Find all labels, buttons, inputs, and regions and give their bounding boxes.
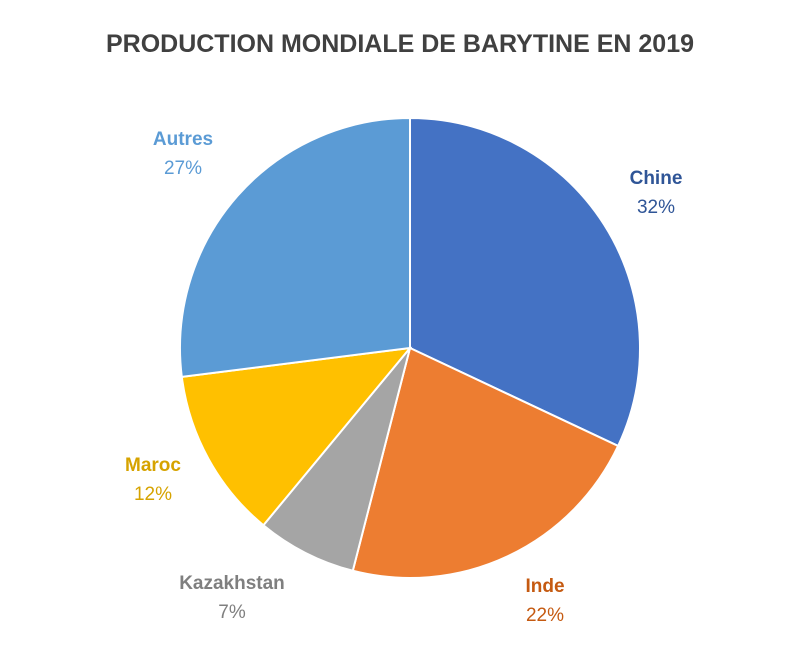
pie-slice-autres (179, 116, 411, 378)
slice-label-inde: Inde (525, 576, 564, 597)
slice-value-chine: 32% (637, 197, 675, 218)
pie-slice-kazakhstan (261, 347, 411, 572)
slice-label-autres: Autres (153, 129, 213, 150)
pie-labels: Chine 32% Inde 22% Kazakhstan 7% Maroc 12% Autre… (125, 129, 682, 626)
slice-label-maroc: Maroc (125, 455, 181, 476)
slice-label-chine: Chine (630, 168, 683, 189)
pie-slice-maroc (180, 346, 413, 527)
pie-slices (179, 116, 641, 579)
pie-slice-chine (409, 116, 641, 448)
slice-label-kazakhstan: Kazakhstan (179, 573, 285, 594)
slice-value-inde: 22% (526, 605, 564, 626)
pie-slice-inde (351, 346, 620, 579)
slice-value-maroc: 12% (134, 484, 172, 505)
chart-title: PRODUCTION MONDIALE DE BARYTINE EN 2019 (106, 30, 694, 58)
slice-value-kazakhstan: 7% (218, 602, 246, 623)
slice-value-autres: 27% (164, 158, 202, 179)
